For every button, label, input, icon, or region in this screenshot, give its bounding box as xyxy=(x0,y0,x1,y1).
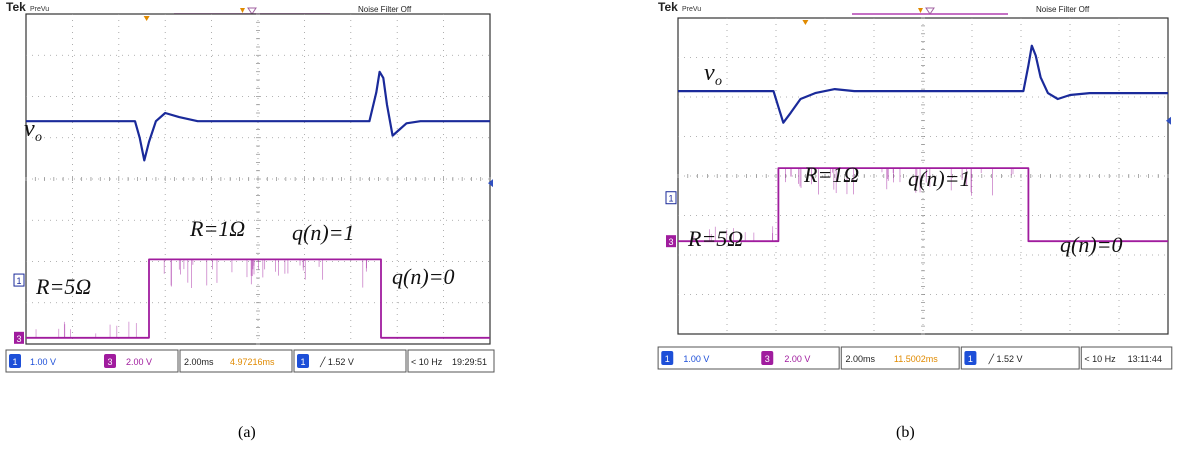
caption-a: (a) xyxy=(238,424,256,441)
vo-subscript: o xyxy=(715,74,722,89)
status-ch-segment xyxy=(5,349,179,373)
scope-screen-a: Tek PreVu Noise Filter Off 1 3 v o R=1Ω q(n)=1 R=… xyxy=(4,0,498,378)
ch1-badge-label: 1 xyxy=(665,354,670,364)
status-bar: 1 1.00 V 3 2.00 V 2.00ms 11.5002ms 1 ╱ 1.52 V < … xyxy=(657,346,1173,370)
record-window-icon xyxy=(247,7,257,15)
ch1-ref-marker: 1 xyxy=(665,191,677,205)
trigger-level-arrow xyxy=(1166,116,1171,125)
ch1-ref-box xyxy=(13,273,25,287)
ch3-scale: 2.00 V xyxy=(126,357,152,367)
r-low-label: R=5Ω xyxy=(35,274,91,299)
trigger-marker xyxy=(802,20,809,25)
scope-screen-b: Tek PreVu Noise Filter Off 1 3 v o R=1Ω q(n)=1 R=… xyxy=(656,0,1176,378)
trig-badge xyxy=(964,351,977,365)
ch3-ref-box xyxy=(14,331,24,344)
mode-label: PreVu xyxy=(30,6,49,13)
trigger-marker xyxy=(143,16,150,21)
trig-badge-label: 1 xyxy=(968,354,973,364)
status-trig-segment xyxy=(293,349,407,373)
ch1-badge xyxy=(661,351,674,365)
clock: 19:29:51 xyxy=(452,357,487,367)
brand-label: Tek xyxy=(658,0,678,14)
trigger-pos-icon xyxy=(240,8,245,13)
r-high-label: R=1Ω xyxy=(189,216,245,241)
ch1-badge xyxy=(9,354,21,368)
ch3-badge-label: 3 xyxy=(108,357,113,367)
trigger-level-arrow xyxy=(488,179,493,188)
status-time-segment xyxy=(840,346,960,370)
status-bar: 1 1.00 V 3 2.00 V 2.00ms 4.97216ms 1 ╱ 1.52 V < … xyxy=(5,349,495,373)
brand-label: Tek xyxy=(6,0,26,14)
ch1-badge-label: 1 xyxy=(13,357,18,367)
vo-label: v xyxy=(24,116,35,142)
ch1-scale: 1.00 V xyxy=(683,354,709,364)
series-vo-line xyxy=(678,44,1168,124)
ch3-ref-label: 3 xyxy=(17,334,22,344)
series-q-line xyxy=(26,258,490,339)
r-low-label: R=5Ω xyxy=(687,226,743,251)
r-high-label: R=1Ω xyxy=(803,162,859,187)
status-freq-segment xyxy=(1080,346,1173,370)
q-spikes xyxy=(693,168,1014,242)
ch1-ref-box xyxy=(665,191,677,205)
ch3-badge xyxy=(104,354,116,368)
trigger-pos-icon xyxy=(918,8,923,13)
position: 11.5002ms xyxy=(894,354,938,364)
q0-label: q(n)=0 xyxy=(1060,232,1123,257)
position: 4.97216ms xyxy=(230,357,275,367)
ch1-ref-label: 1 xyxy=(17,276,22,286)
ch3-ref-marker: 3 xyxy=(666,235,676,248)
q1-label: q(n)=1 xyxy=(908,166,971,191)
status-freq-segment xyxy=(407,349,495,373)
record-window-icon xyxy=(925,7,935,15)
ch3-ref-box xyxy=(666,235,676,248)
ch3-ref-label: 3 xyxy=(669,237,674,247)
status-time-segment xyxy=(179,349,293,373)
scope-svg-b: Tek PreVu Noise Filter Off 1 3 v o R=1Ω q(n)=1 R=… xyxy=(657,0,1173,370)
trig-badge-label: 1 xyxy=(301,357,306,367)
series-q-line xyxy=(678,167,1168,243)
vo-subscript: o xyxy=(35,130,42,145)
vo-label: v xyxy=(704,60,715,86)
q-spikes xyxy=(35,259,367,338)
q1-label: q(n)=1 xyxy=(292,220,355,245)
status-ch-segment xyxy=(657,346,840,370)
ch3-ref-marker: 3 xyxy=(14,331,24,344)
freq: < 10 Hz xyxy=(411,357,443,367)
trigger-level: ╱ 1.52 V xyxy=(319,356,354,368)
trigger-level: ╱ 1.52 V xyxy=(988,353,1023,365)
grid xyxy=(677,17,1169,335)
mode-label: PreVu xyxy=(682,6,701,13)
noise-filter-label: Noise Filter Off xyxy=(1036,5,1090,14)
series-vo-line xyxy=(26,70,490,162)
noise-filter-label: Noise Filter Off xyxy=(358,5,412,14)
ch3-badge xyxy=(761,351,774,365)
freq: < 10 Hz xyxy=(1084,354,1116,364)
ch3-scale: 2.00 V xyxy=(784,354,810,364)
ch1-ref-label: 1 xyxy=(669,194,674,204)
grid xyxy=(25,13,491,345)
ch1-ref-marker: 1 xyxy=(13,273,25,287)
trig-badge xyxy=(297,354,309,368)
status-trig-segment xyxy=(960,346,1080,370)
q0-label: q(n)=0 xyxy=(392,264,455,289)
timebase: 2.00ms xyxy=(184,357,214,367)
scope-svg-a: Tek PreVu Noise Filter Off 1 3 v o R=1Ω q(n)=1 R=… xyxy=(5,0,495,373)
ch1-scale: 1.00 V xyxy=(30,357,56,367)
ch3-badge-label: 3 xyxy=(765,354,770,364)
clock: 13:11:44 xyxy=(1128,354,1162,364)
timebase: 2.00ms xyxy=(845,354,875,364)
caption-b: (b) xyxy=(896,424,915,441)
